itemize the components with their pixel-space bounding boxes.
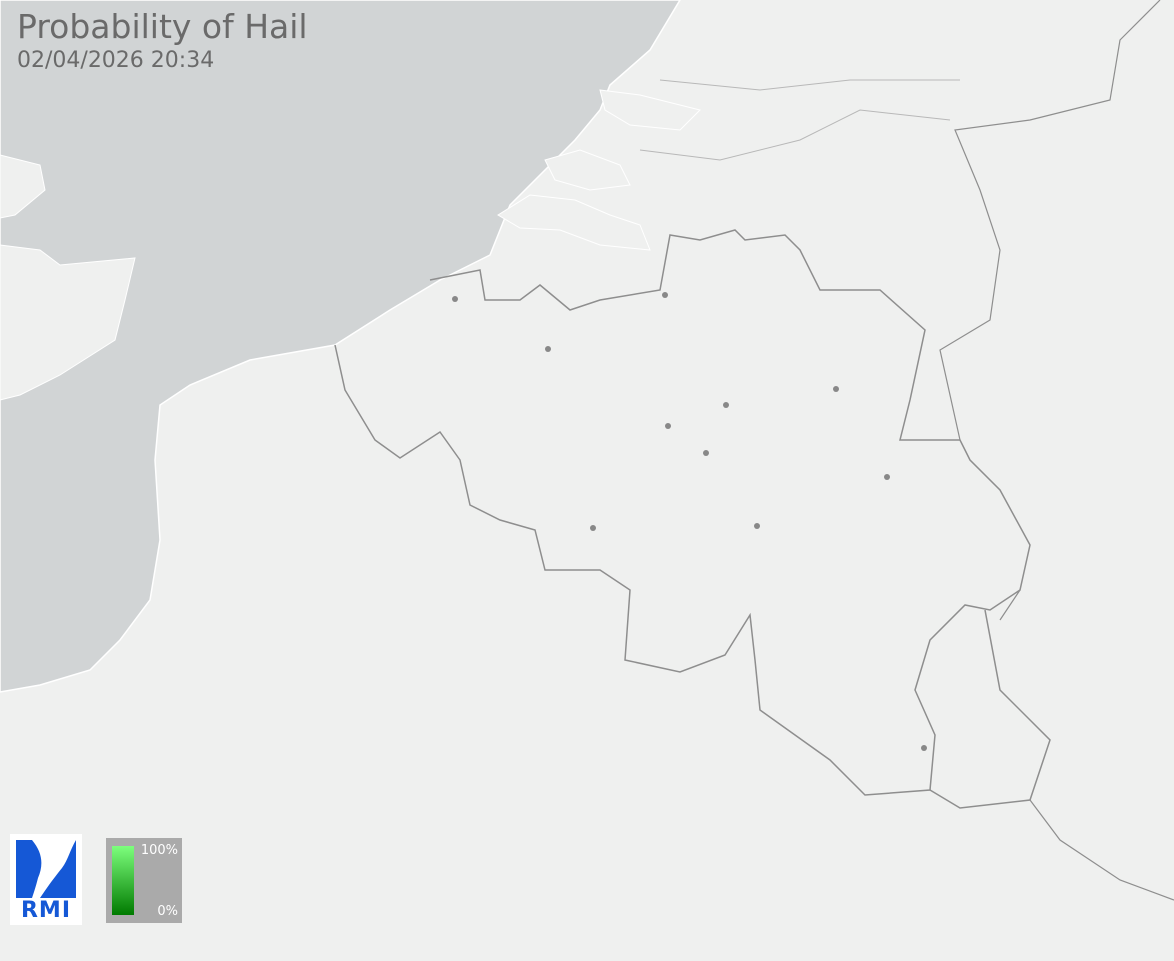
city-dot[interactable] <box>590 525 596 531</box>
city-dot[interactable] <box>452 296 458 302</box>
uk-land <box>0 244 136 401</box>
rmi-logo: RMI <box>10 834 82 925</box>
city-dot[interactable] <box>833 386 839 392</box>
sea <box>0 0 681 693</box>
city-dot[interactable] <box>662 292 668 298</box>
belgium-border <box>334 229 1031 796</box>
map-title: Probability of Hail <box>17 7 308 46</box>
cities <box>452 292 927 751</box>
city-dot[interactable] <box>723 402 729 408</box>
netherlands-border <box>639 79 960 161</box>
uk-land-north <box>0 154 46 219</box>
legend-min-label: 0% <box>157 904 178 919</box>
legend-max-label: 100% <box>140 843 178 858</box>
city-dot[interactable] <box>921 745 927 751</box>
city-dot[interactable] <box>754 523 760 529</box>
germany-border <box>939 0 1174 901</box>
legend-color-bar <box>112 846 134 915</box>
probability-legend: 100% 0% <box>106 838 182 923</box>
zeeland-islands <box>497 89 701 251</box>
city-dot[interactable] <box>665 423 671 429</box>
city-dot[interactable] <box>545 346 551 352</box>
city-dot[interactable] <box>703 450 709 456</box>
map-timestamp: 02/04/2026 20:34 <box>17 48 215 73</box>
city-dot[interactable] <box>884 474 890 480</box>
rmi-logo-icon <box>16 840 76 898</box>
logo-text: RMI <box>20 898 72 923</box>
luxembourg-border <box>929 609 1051 809</box>
